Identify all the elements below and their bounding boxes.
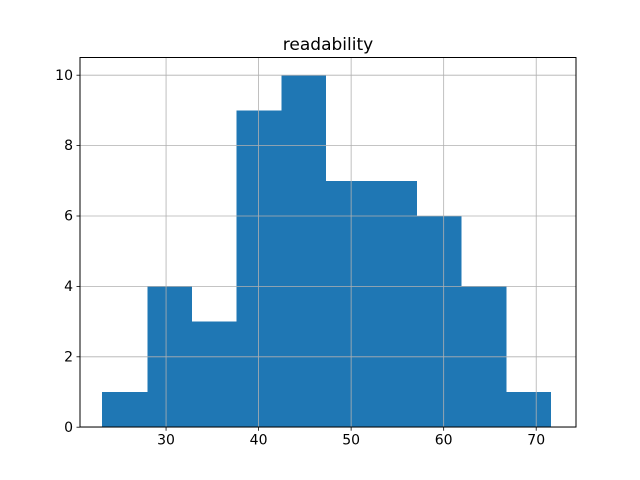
y-tick-label: 10 xyxy=(55,68,73,84)
histogram-bar xyxy=(506,392,552,428)
histogram-bar xyxy=(326,180,373,428)
histogram-bar xyxy=(102,392,148,428)
histogram-bar xyxy=(191,321,237,428)
x-tick-label: 70 xyxy=(527,433,545,449)
chart-title: readability xyxy=(282,35,374,55)
histogram-bar xyxy=(372,180,417,428)
y-tick-label: 8 xyxy=(64,138,73,154)
histogram-bar xyxy=(416,216,462,428)
x-tick-label: 60 xyxy=(435,433,453,449)
y-tick-label: 2 xyxy=(64,349,73,365)
y-tick-label: 6 xyxy=(64,209,73,225)
x-tick-label: 50 xyxy=(342,433,360,449)
histogram-bar xyxy=(281,75,327,428)
histogram-bar xyxy=(236,110,282,428)
plot-border xyxy=(79,57,577,428)
x-tick-label: 30 xyxy=(157,433,175,449)
y-tick-label: 4 xyxy=(64,279,73,295)
y-tick-label: 0 xyxy=(64,420,73,436)
x-tick-label: 40 xyxy=(250,433,268,449)
